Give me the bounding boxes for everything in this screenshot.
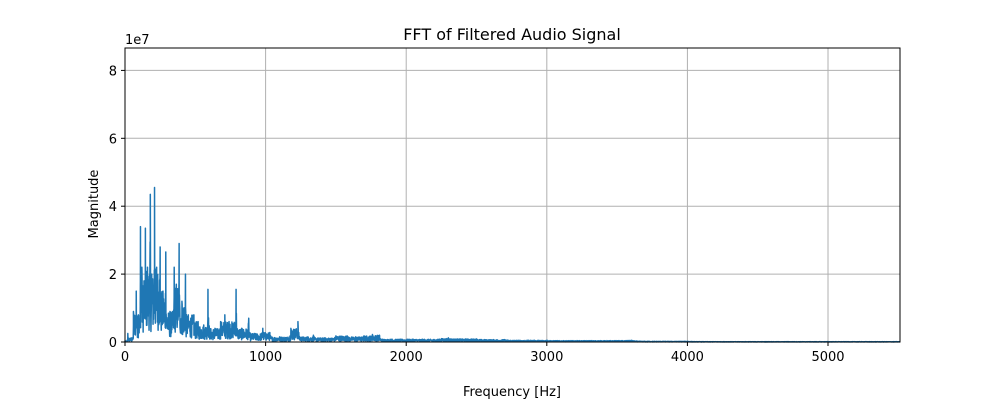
x-tick-label: 4000 — [671, 350, 704, 365]
x-axis-ticks: 0 1000 2000 3000 4000 5000 — [121, 342, 845, 365]
y-axis-label: Magnitude — [87, 170, 102, 239]
x-axis-label: Frequency [Hz] — [463, 385, 561, 400]
plot-frame — [124, 47, 901, 343]
y-tick-label: 0 — [109, 336, 117, 351]
x-tick-label: 3000 — [530, 350, 563, 365]
y-tick-label: 4 — [109, 200, 117, 215]
x-tick-label: 2000 — [390, 350, 423, 365]
x-tick-label: 1000 — [249, 350, 282, 365]
x-tick-label: 0 — [121, 350, 129, 365]
y-tick-label: 2 — [109, 268, 117, 283]
x-tick-label: 5000 — [811, 350, 844, 365]
y-offset-label: 1e7 — [125, 33, 150, 48]
y-tick-label: 8 — [109, 64, 117, 79]
y-tick-label: 6 — [109, 132, 117, 147]
chart-title: FFT of Filtered Audio Signal — [403, 25, 621, 44]
y-axis-ticks: 0 2 4 6 8 — [109, 64, 125, 351]
